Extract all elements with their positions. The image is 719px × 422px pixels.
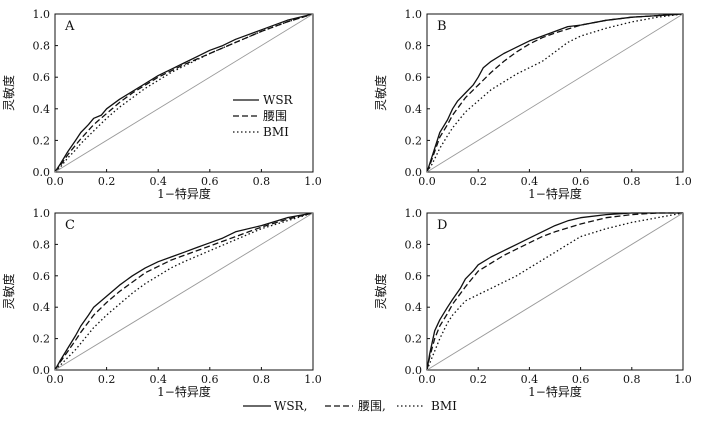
x-tick-label: 0.2 [469, 175, 487, 188]
y-tick-label: 0.0 [405, 364, 423, 377]
y-tick-label: 0.2 [405, 333, 423, 346]
series-line-reference [426, 212, 684, 371]
panel-a-frame [54, 13, 314, 173]
series-line-reference [426, 13, 684, 173]
x-tick-label: 0.2 [98, 175, 116, 188]
x-tick-label: 0.4 [521, 373, 539, 386]
series-line-dashed [54, 212, 314, 371]
series-line-solid [54, 212, 314, 371]
x-tick-label: 0.6 [572, 373, 590, 386]
series-line-solid [426, 13, 684, 173]
y-tick-label: 0.4 [405, 103, 423, 116]
y-tick-label: 0.4 [33, 301, 51, 314]
y-tick-label: 0.6 [33, 71, 51, 84]
y-tick-label: 0.8 [405, 40, 423, 53]
y-axis-label: 灵敏度 [373, 273, 388, 309]
x-axis-label: 1−特异度 [157, 384, 211, 399]
x-axis-label: 1−特异度 [528, 384, 582, 399]
y-tick-label: 0.0 [33, 166, 51, 179]
panel-a: 0.0 0.2 0.4 0.6 0.8 1.0 0.0 0.2 0.4 0.6 0.8 1.0 1−特异… [1, 8, 322, 201]
x-tick-label: 0.4 [149, 175, 167, 188]
x-tick-label: 0.0 [418, 175, 436, 188]
y-axis-label: 灵敏度 [373, 75, 388, 111]
figure-legend-label: WSR, [274, 399, 307, 413]
panel-d: 0.0 0.2 0.4 0.6 0.8 1.0 0.0 0.2 0.4 0.6 0.8 1.0 1−特异… [373, 207, 692, 399]
series-line-dashed [426, 13, 684, 173]
y-tick-label: 0.6 [405, 71, 423, 84]
y-tick-label: 0.0 [405, 166, 423, 179]
y-tick-label: 0.8 [405, 238, 423, 251]
figure-legend-label: 腰围, [358, 399, 386, 413]
y-tick-label: 0.2 [405, 134, 423, 147]
x-axis-label: 1−特异度 [528, 186, 582, 201]
series-line-solid [54, 13, 314, 173]
x-tick-label: 1.0 [674, 175, 692, 188]
panel-b-frame [426, 13, 684, 173]
x-tick-label: 1.0 [304, 373, 322, 386]
figure-legend: WSR, 腰围, BMI [243, 399, 457, 413]
series-line-reference [54, 13, 314, 173]
x-tick-label: 1.0 [304, 175, 322, 188]
y-tick-label: 0.2 [33, 134, 51, 147]
y-tick-label: 1.0 [405, 8, 423, 21]
x-tick-label: 0.6 [572, 175, 590, 188]
y-tick-label: 0.6 [405, 270, 423, 283]
panel-c: 0.0 0.2 0.4 0.6 0.8 1.0 0.0 0.2 0.4 0.6 0.8 1.0 1−特异… [1, 207, 322, 399]
y-tick-label: 0.4 [33, 103, 51, 116]
series-line-dotted [54, 212, 314, 371]
figure-legend-label: BMI [431, 399, 457, 413]
legend-label: BMI [263, 125, 289, 139]
x-tick-label: 0.4 [149, 373, 167, 386]
x-tick-label: 0.8 [253, 175, 271, 188]
x-tick-label: 0.6 [201, 373, 219, 386]
y-tick-label: 0.8 [33, 238, 51, 251]
y-axis-label: 灵敏度 [1, 273, 16, 309]
y-tick-label: 0.8 [33, 40, 51, 53]
x-tick-label: 1.0 [674, 373, 692, 386]
y-tick-label: 1.0 [33, 8, 51, 21]
x-tick-label: 0.0 [418, 373, 436, 386]
series-line-solid [426, 212, 683, 371]
panel-letter: A [64, 19, 75, 34]
series-line-dotted [426, 13, 684, 173]
panel-letter: D [437, 218, 447, 233]
x-tick-label: 0.4 [521, 175, 539, 188]
series-line-dashed [426, 212, 683, 371]
panel-b: 0.0 0.2 0.4 0.6 0.8 1.0 0.0 0.2 0.4 0.6 0.8 1.0 1−特异… [373, 8, 692, 201]
y-tick-label: 0.6 [33, 270, 51, 283]
series-line-dotted [426, 212, 684, 371]
y-tick-label: 1.0 [33, 207, 51, 220]
legend-label: 腰围 [263, 109, 287, 123]
y-tick-label: 0.4 [405, 301, 423, 314]
x-tick-label: 0.8 [253, 373, 271, 386]
y-axis-label: 灵敏度 [1, 75, 16, 111]
legend-label: WSR [263, 93, 294, 107]
x-tick-label: 0.0 [46, 175, 64, 188]
series-line-dotted [54, 13, 314, 173]
x-tick-label: 0.0 [46, 373, 64, 386]
series-line-dashed [54, 13, 314, 173]
panel-letter: B [437, 19, 447, 34]
y-tick-label: 1.0 [405, 207, 423, 220]
y-tick-label: 0.0 [33, 364, 51, 377]
x-tick-label: 0.2 [98, 373, 116, 386]
panel-legend: WSR 腰围 BMI [233, 93, 294, 139]
panel-d-frame [426, 212, 684, 371]
panel-c-frame [54, 212, 314, 371]
panel-letter: C [65, 218, 75, 233]
x-tick-label: 0.2 [469, 373, 487, 386]
x-tick-label: 0.6 [201, 175, 219, 188]
series-line-reference [54, 212, 314, 371]
x-tick-label: 0.8 [623, 373, 641, 386]
x-tick-label: 0.8 [623, 175, 641, 188]
x-axis-label: 1−特异度 [157, 186, 211, 201]
y-tick-label: 0.2 [33, 333, 51, 346]
